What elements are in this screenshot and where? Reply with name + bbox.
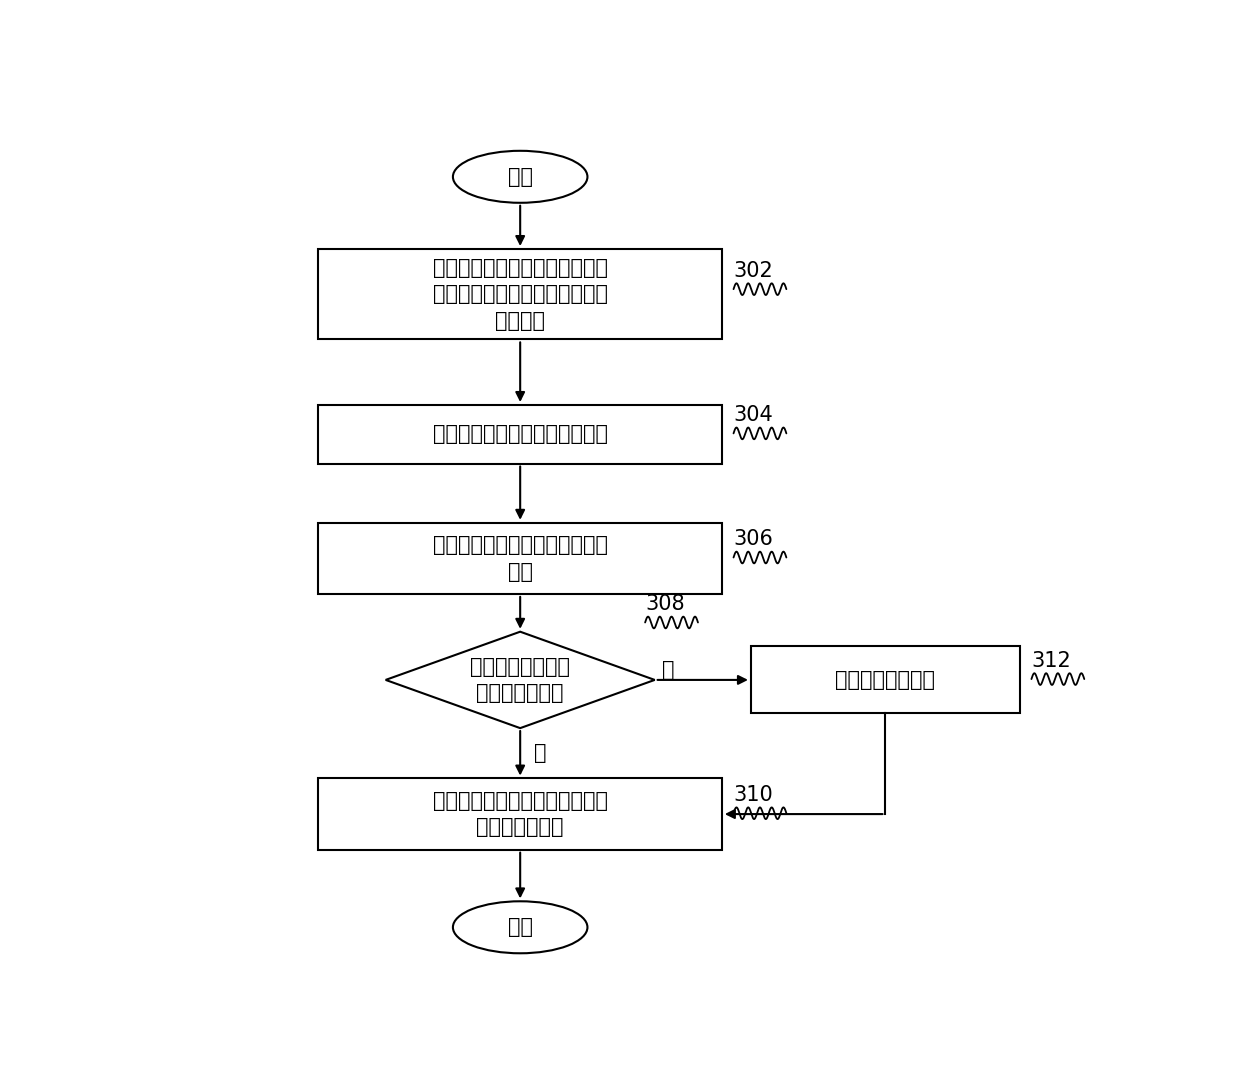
Bar [319, 779, 722, 849]
Text: 306: 306 [734, 529, 774, 549]
Text: 结束: 结束 [507, 917, 533, 938]
Text: 是: 是 [533, 744, 546, 763]
Text: 308: 308 [645, 594, 684, 614]
Text: 304: 304 [734, 405, 774, 425]
Text: 302: 302 [734, 260, 774, 281]
Text: 获取目标数据卡连接网络的网络
信息: 获取目标数据卡连接网络的网络 信息 [433, 535, 608, 582]
Bar [319, 249, 722, 340]
Text: 控制当前网络连接至目标数据卡: 控制当前网络连接至目标数据卡 [433, 425, 608, 444]
Bar [319, 405, 722, 464]
Text: 判断网络信息是否
小于预设阈值？: 判断网络信息是否 小于预设阈值？ [470, 657, 570, 703]
Text: 发送提示信息或切换网络连接至
其他任一数据卡: 发送提示信息或切换网络连接至 其他任一数据卡 [433, 791, 608, 837]
Bar [319, 523, 722, 594]
Text: 响应于请求应用程序运行的启动
指令，获取与应用程序对应的目
标数据卡: 响应于请求应用程序运行的启动 指令，获取与应用程序对应的目 标数据卡 [433, 258, 608, 331]
Bar [751, 647, 1021, 713]
Text: 312: 312 [1032, 650, 1071, 671]
Text: 保持当前网络连接: 保持当前网络连接 [836, 670, 935, 690]
Text: 否: 否 [662, 660, 675, 680]
Text: 开始: 开始 [507, 167, 533, 187]
Text: 310: 310 [734, 785, 774, 805]
